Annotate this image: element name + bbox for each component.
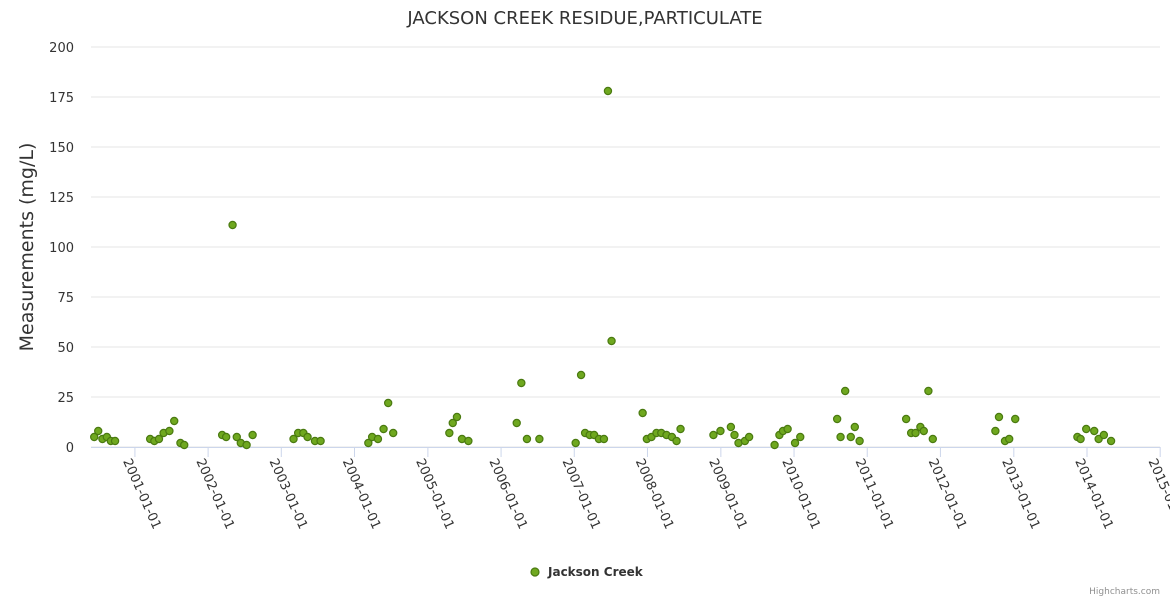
- data-point[interactable]: [373, 434, 383, 444]
- data-point[interactable]: [289, 434, 298, 444]
- data-point[interactable]: [379, 424, 388, 434]
- data-point[interactable]: [672, 436, 681, 446]
- data-point[interactable]: [638, 408, 647, 418]
- data-point[interactable]: [783, 424, 792, 434]
- data-point[interactable]: [1106, 436, 1116, 446]
- data-point[interactable]: [364, 438, 373, 448]
- data-point[interactable]: [571, 438, 580, 448]
- data-point[interactable]: [1099, 430, 1109, 440]
- data-point[interactable]: [744, 432, 754, 442]
- data-point[interactable]: [846, 432, 855, 442]
- chart-title: JACKSON CREEK RESIDUE,PARTICULATE: [406, 8, 762, 29]
- y-tick-label: 175: [49, 91, 74, 106]
- data-point[interactable]: [994, 412, 1004, 422]
- data-point[interactable]: [517, 378, 526, 388]
- legend-label: Jackson Creek: [547, 565, 644, 579]
- data-point[interactable]: [232, 432, 241, 442]
- data-point[interactable]: [726, 422, 736, 432]
- data-point[interactable]: [522, 434, 532, 444]
- series-jackson-creek[interactable]: [90, 86, 1116, 450]
- data-point[interactable]: [924, 386, 933, 396]
- data-point[interactable]: [248, 430, 257, 440]
- data-point[interactable]: [855, 436, 864, 446]
- data-point[interactable]: [850, 422, 860, 432]
- data-point[interactable]: [165, 426, 174, 436]
- y-tick-label: 75: [57, 291, 74, 306]
- y-tick-label: 125: [49, 191, 74, 206]
- data-point[interactable]: [383, 398, 393, 408]
- data-point[interactable]: [576, 370, 586, 380]
- legend-marker: [530, 567, 540, 577]
- data-point[interactable]: [603, 86, 613, 96]
- legend-item-jackson-creek[interactable]: Jackson Creek: [530, 565, 644, 579]
- y-tick-label: 150: [49, 141, 74, 156]
- data-point[interactable]: [316, 436, 325, 446]
- data-point[interactable]: [716, 426, 725, 436]
- data-point[interactable]: [1005, 434, 1014, 444]
- data-point[interactable]: [676, 424, 685, 434]
- data-point[interactable]: [512, 418, 521, 428]
- data-point[interactable]: [90, 432, 99, 442]
- data-point[interactable]: [599, 434, 609, 444]
- data-point[interactable]: [448, 418, 457, 428]
- data-point[interactable]: [452, 412, 462, 422]
- y-tick-label: 200: [49, 41, 74, 56]
- data-point[interactable]: [388, 428, 398, 438]
- data-point[interactable]: [464, 436, 473, 446]
- data-point[interactable]: [180, 440, 189, 450]
- data-point[interactable]: [221, 432, 231, 442]
- data-point[interactable]: [228, 220, 237, 230]
- y-tick-label: 0: [66, 441, 74, 456]
- data-point[interactable]: [730, 430, 739, 440]
- data-point[interactable]: [303, 432, 312, 442]
- y-tick-label: 50: [57, 341, 74, 356]
- data-point[interactable]: [445, 428, 454, 438]
- credits-link[interactable]: Highcharts.com: [1089, 587, 1160, 597]
- data-point[interactable]: [836, 432, 845, 442]
- data-point[interactable]: [110, 436, 120, 446]
- data-point[interactable]: [1011, 414, 1020, 424]
- y-tick-label: 100: [49, 241, 74, 256]
- data-point[interactable]: [901, 414, 911, 424]
- data-point[interactable]: [94, 426, 103, 436]
- data-point[interactable]: [796, 432, 805, 442]
- data-point[interactable]: [919, 426, 928, 436]
- y-tick-label: 25: [57, 391, 74, 406]
- data-point[interactable]: [170, 416, 179, 426]
- data-point[interactable]: [709, 430, 718, 440]
- data-point[interactable]: [1076, 434, 1085, 444]
- data-point[interactable]: [790, 438, 800, 448]
- data-point[interactable]: [991, 426, 1000, 436]
- data-point[interactable]: [1082, 424, 1091, 434]
- data-point[interactable]: [840, 386, 850, 396]
- data-point[interactable]: [607, 336, 616, 346]
- data-point[interactable]: [1090, 426, 1099, 436]
- y-axis-ticks: 0 25 50 75 100 125 150 175 200: [49, 41, 74, 456]
- data-point[interactable]: [832, 414, 842, 424]
- data-point[interactable]: [154, 434, 164, 444]
- y-axis-title: Measurements (mg/L): [16, 143, 38, 352]
- data-point[interactable]: [928, 434, 938, 444]
- data-point[interactable]: [535, 434, 544, 444]
- data-point[interactable]: [242, 440, 251, 450]
- data-point[interactable]: [911, 428, 920, 438]
- data-point[interactable]: [770, 440, 779, 450]
